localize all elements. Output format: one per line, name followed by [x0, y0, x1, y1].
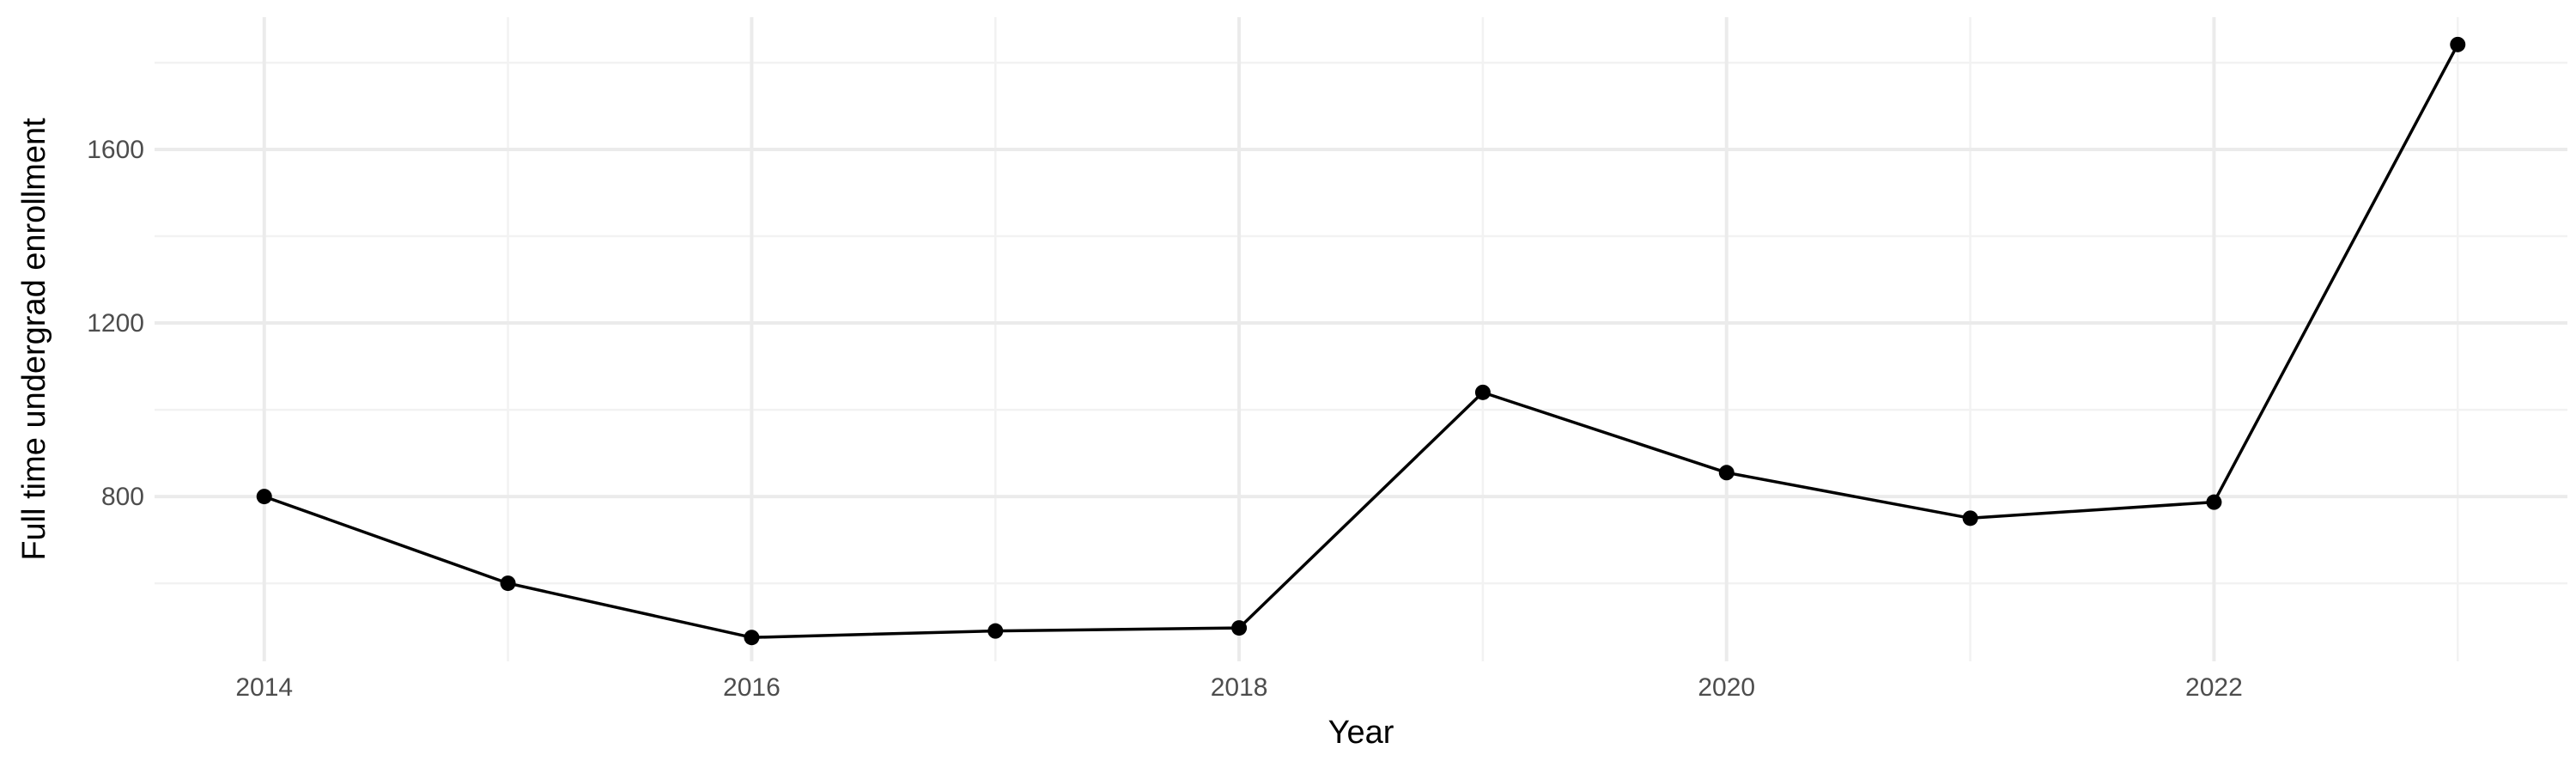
data-point	[500, 575, 516, 592]
x-tick-label: 2018	[1211, 673, 1268, 702]
grid-lines	[155, 17, 2567, 661]
y-tick-label: 1600	[87, 136, 144, 164]
x-tick-label: 2022	[2185, 673, 2243, 702]
x-tick-label: 2016	[723, 673, 781, 702]
data-point	[256, 489, 272, 505]
series	[256, 36, 2466, 646]
data-point	[2450, 36, 2466, 52]
data-point	[1231, 620, 1248, 636]
data-point	[987, 623, 1004, 639]
data-point	[744, 630, 760, 646]
data-point	[1962, 510, 1978, 526]
series-line	[264, 43, 2459, 639]
y-tick-label: 1200	[87, 309, 144, 338]
x-tick-label: 2014	[235, 673, 293, 702]
x-axis-title: Year	[1328, 715, 1394, 751]
data-point	[2206, 494, 2222, 510]
y-tick-label: 800	[101, 483, 144, 511]
tick-labels: 2014 2016 2018 2020 2022 800 1200 1600	[87, 136, 2243, 702]
data-point	[1718, 465, 1735, 481]
y-axis-title: Full time undergrad enrollment	[16, 118, 52, 561]
x-tick-label: 2020	[1698, 673, 1755, 702]
data-point	[1474, 384, 1491, 400]
